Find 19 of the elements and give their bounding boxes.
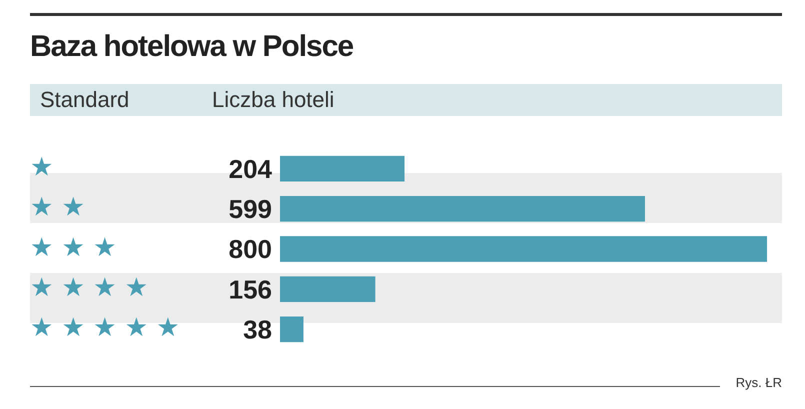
data-label: 800 (228, 234, 272, 264)
y-tick-label: ★ ★ (30, 192, 85, 223)
text: Rys. ŁR (736, 375, 782, 390)
x-axis-title: Liczba hoteli (212, 87, 334, 113)
data-label: 156 (228, 274, 272, 304)
y-axis-title: Standard (40, 87, 130, 113)
bar (280, 196, 645, 222)
data-label: 599 (228, 194, 272, 224)
y-tick-label: ★ (30, 152, 54, 182)
data-label: 204 (228, 154, 273, 184)
data-label: 38 (243, 314, 272, 344)
bar (280, 276, 376, 302)
y-tick-label: ★ ★ ★ ★ ★ (30, 313, 180, 344)
bar (280, 316, 304, 342)
bar (280, 236, 767, 262)
y-tick-label: ★ ★ ★ (30, 232, 116, 263)
y-tick-label: ★ ★ ★ ★ (30, 272, 148, 303)
chart-title: Baza hotelowa w Polsce (30, 30, 354, 64)
bar (280, 156, 405, 182)
